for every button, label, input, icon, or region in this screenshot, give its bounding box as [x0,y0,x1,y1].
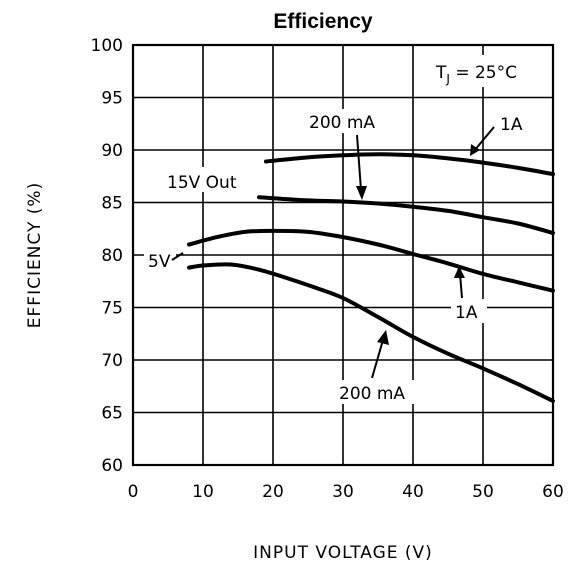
axis-ticks: 0 10 20 30 40 50 60 60 65 70 75 80 85 90 95 100 [91,36,564,502]
arrow-200ma-bottom-head [377,330,389,345]
x-tick-label: 30 [332,482,354,502]
label-200ma-top: 200 mA [309,113,375,133]
arrow-1a-bottom-head [454,266,465,278]
y-tick-label: 100 [91,36,123,56]
annotation-prefix: T [435,63,447,83]
y-tick-label: 95 [101,89,123,109]
svg-text:TJ = 25°C: TJ = 25°C [435,63,517,86]
label-1a-top: 1A [500,115,523,135]
x-tick-label: 10 [192,482,214,502]
y-tick-label: 80 [101,246,123,266]
annotation-rest: = 25°C [450,63,517,83]
label-5v: 5V [148,252,171,272]
y-axis-label: EFFICIENCY (%) [25,182,45,328]
label-1a-bottom: 1A [455,303,478,323]
label-15v-out: 15V Out [167,173,237,193]
label-5v-leader [171,252,184,261]
arrow-200ma-top [356,134,362,191]
y-tick-label: 75 [101,299,123,319]
x-tick-label: 60 [542,482,564,502]
series-line-2 [187,228,555,293]
plot-lines [187,152,555,403]
y-tick-label: 65 [101,404,123,424]
series-line-0 [264,152,555,177]
x-tick-label: 50 [472,482,494,502]
y-tick-label: 85 [101,194,123,214]
arrow-200ma-bottom [371,339,384,379]
x-tick-label: 0 [128,482,139,502]
y-tick-label: 60 [101,456,123,476]
annotation-subscript: J [445,72,450,86]
series-line-1 [257,195,555,235]
chart-title: Efficiency [273,10,373,33]
x-axis-label: INPUT VOLTAGE (V) [253,543,433,563]
arrow-200ma-top-head [356,186,367,200]
series-line-3 [187,262,555,403]
plot-frame [131,43,555,467]
arrow-1a-top [473,126,495,152]
x-tick-label: 40 [402,482,424,502]
x-tick-label: 20 [262,482,284,502]
temperature-annotation: TJ = 25°C [428,55,546,87]
y-tick-label: 70 [101,351,123,371]
series-labels: 15V Out 5V 1A 200 mA 1A 200 mA [144,109,530,404]
arrow-1a-top-head [470,144,480,156]
y-tick-label: 90 [101,141,123,161]
label-200ma-bottom: 200 mA [339,384,405,404]
